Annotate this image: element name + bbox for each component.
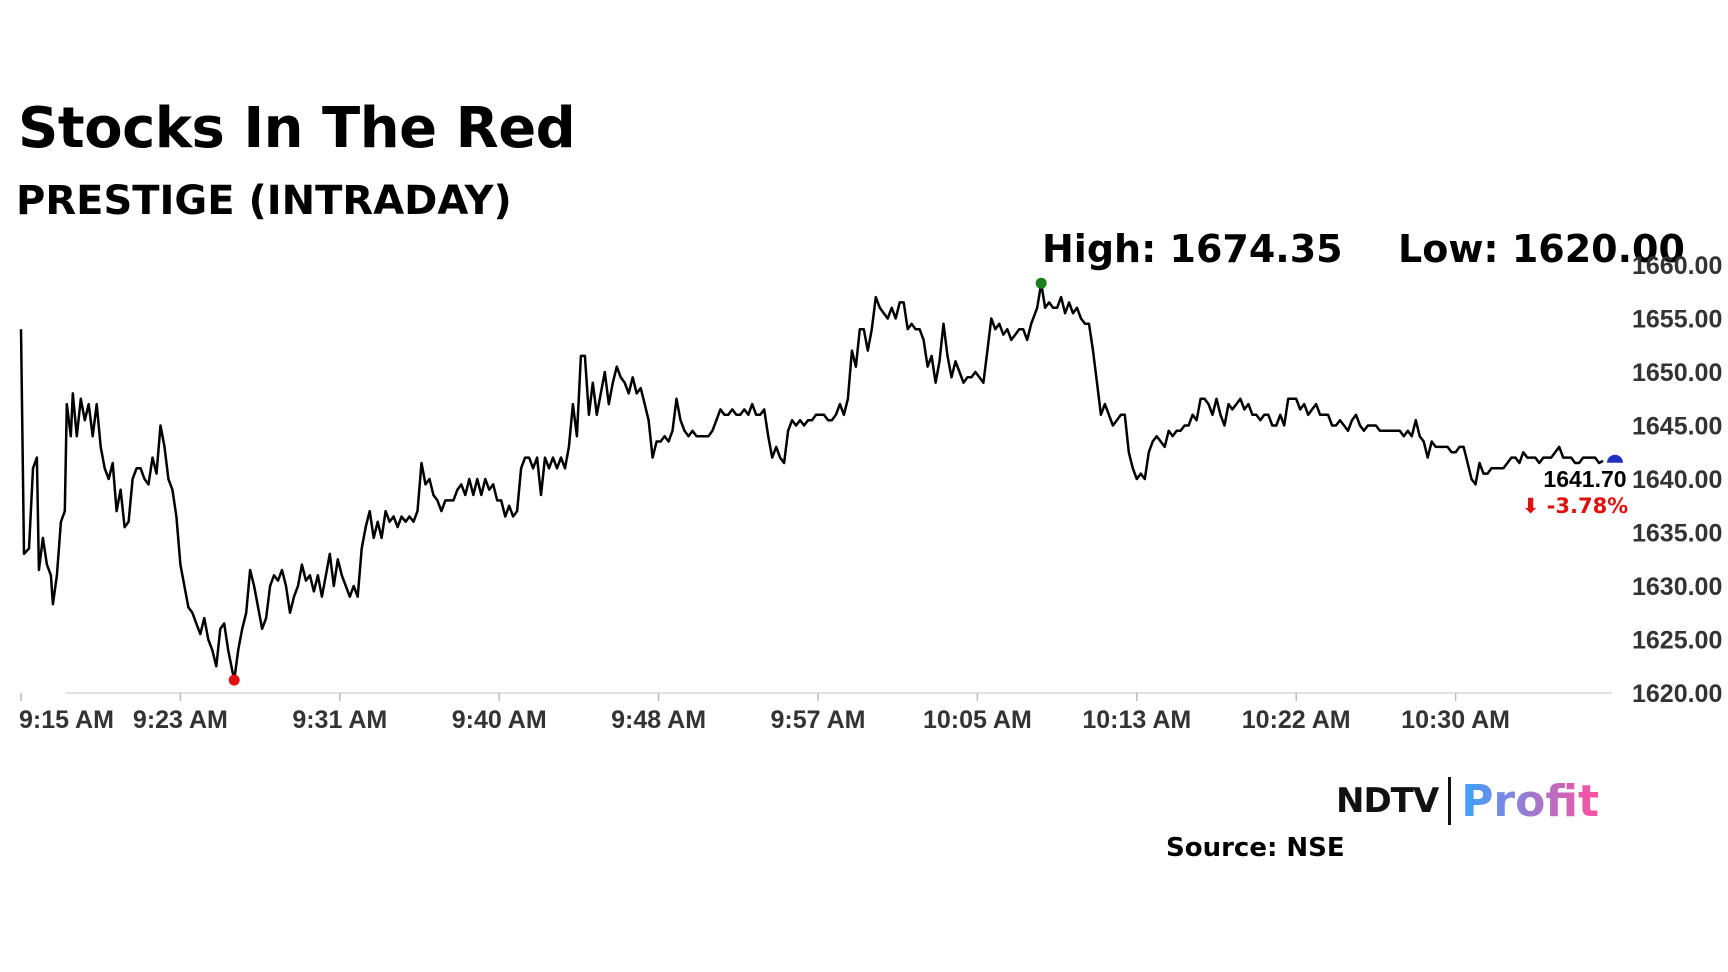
y-tick-label: 1640.00: [1632, 466, 1722, 494]
x-tick-label: 10:30 AM: [1401, 706, 1510, 734]
x-tick-label: 9:31 AM: [292, 706, 387, 734]
brand-divider: [1448, 777, 1452, 825]
x-tick-label: 9:40 AM: [452, 706, 547, 734]
x-tick-label: 10:13 AM: [1082, 706, 1191, 734]
brand-ndtv: NDTV: [1336, 781, 1439, 821]
chart-subtitle: PRESTIGE (INTRADAY): [16, 178, 512, 224]
y-tick-label: 1635.00: [1632, 520, 1722, 548]
price-series-line: [19, 281, 1604, 682]
low-point-marker: [228, 674, 240, 686]
x-tick-label: 10:22 AM: [1242, 706, 1351, 734]
y-tick-label: 1655.00: [1632, 306, 1722, 334]
ndtv-profit-logo: NDTV Profit: [1336, 775, 1600, 827]
high-point-marker: [1035, 277, 1047, 289]
chart-title: Stocks In The Red: [18, 96, 576, 161]
source-note: Source: NSE: [1166, 833, 1345, 863]
y-tick-label: 1620.00: [1632, 680, 1722, 708]
x-tick-label: 9:57 AM: [771, 706, 866, 734]
x-tick-label: 9:15 AM: [19, 706, 114, 734]
x-tick-label: 9:48 AM: [611, 706, 706, 734]
y-tick-label: 1650.00: [1632, 359, 1722, 387]
y-tick-label: 1645.00: [1632, 413, 1722, 441]
low-label: Low: 1620.00: [1398, 227, 1685, 271]
high-label: High: 1674.35: [1042, 227, 1343, 271]
brand-profit: Profit: [1461, 775, 1600, 827]
y-tick-label: 1630.00: [1632, 573, 1722, 601]
change-label: ⬇ -3.78%: [1522, 494, 1628, 518]
last-value-label: 1641.70: [1543, 466, 1626, 492]
y-tick-label: 1625.00: [1632, 627, 1722, 655]
y-tick-label: 1660.00: [1632, 252, 1722, 280]
x-tick-label: 9:23 AM: [133, 706, 228, 734]
x-tick-label: 10:05 AM: [923, 706, 1032, 734]
last-point-marker: [1607, 454, 1623, 463]
